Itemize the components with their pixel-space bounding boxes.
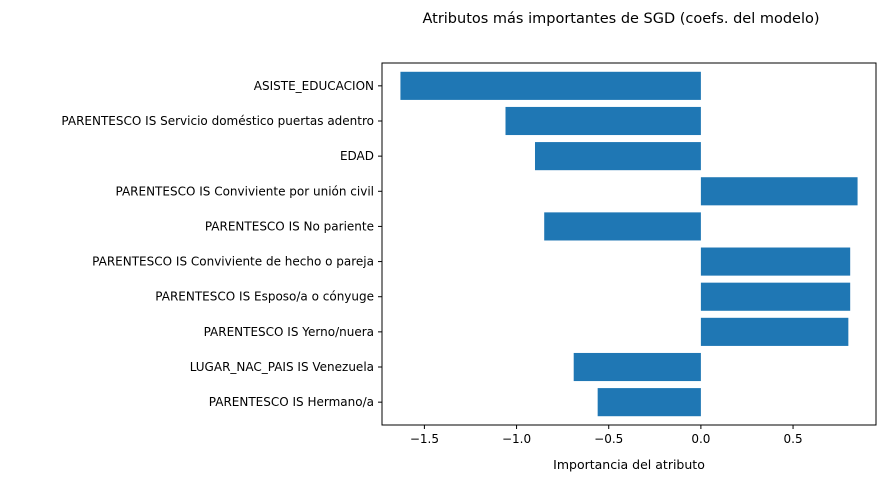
plot-frame — [381, 62, 877, 426]
y-tick-label-5: PARENTESCO IS Conviviente de hecho o par… — [92, 255, 374, 269]
bar-5 — [700, 247, 851, 276]
x-axis-ticks: −1.5 −1.0 −0.5 0.0 0.5 — [410, 425, 803, 446]
x-tick-label-3: 0.0 — [691, 432, 710, 446]
y-tick-label-8: LUGAR_NAC_PAIS IS Venezuela — [190, 360, 374, 374]
y-axis-ticks: ASISTE_EDUCACION PARENTESCO IS Servicio d… — [61, 79, 382, 409]
bar-3 — [700, 177, 858, 206]
bar-4 — [544, 212, 701, 241]
bar-9 — [597, 388, 701, 417]
x-tick-label-1: −1.0 — [502, 432, 531, 446]
bar-1 — [505, 106, 701, 136]
y-tick-label-0: ASISTE_EDUCACION — [254, 79, 374, 93]
x-tick-label-2: −0.5 — [594, 432, 623, 446]
y-tick-label-6: PARENTESCO IS Esposo/a o cónyuge — [155, 290, 374, 304]
x-tick-label-4: 0.5 — [784, 432, 803, 446]
y-tick-label-4: PARENTESCO IS No pariente — [205, 219, 374, 233]
bar-8 — [573, 352, 701, 382]
y-tick-label-9: PARENTESCO IS Hermano/a — [209, 395, 374, 409]
chart-title: Atributos más importantes de SGD (coefs.… — [422, 11, 819, 27]
bar-2 — [534, 142, 701, 171]
y-tick-label-3: PARENTESCO IS Conviviente por unión civi… — [115, 184, 374, 198]
x-axis-label: Importancia del atributo — [553, 457, 705, 472]
bars-group — [400, 71, 858, 417]
y-tick-label-1: PARENTESCO IS Servicio doméstico puertas… — [61, 114, 374, 128]
y-tick-label-2: EDAD — [340, 149, 374, 163]
bar-0 — [400, 71, 701, 100]
bar-7 — [700, 317, 849, 346]
y-tick-label-7: PARENTESCO IS Yerno/nuera — [204, 325, 374, 339]
x-tick-label-0: −1.5 — [410, 432, 439, 446]
bar-6 — [700, 282, 851, 311]
